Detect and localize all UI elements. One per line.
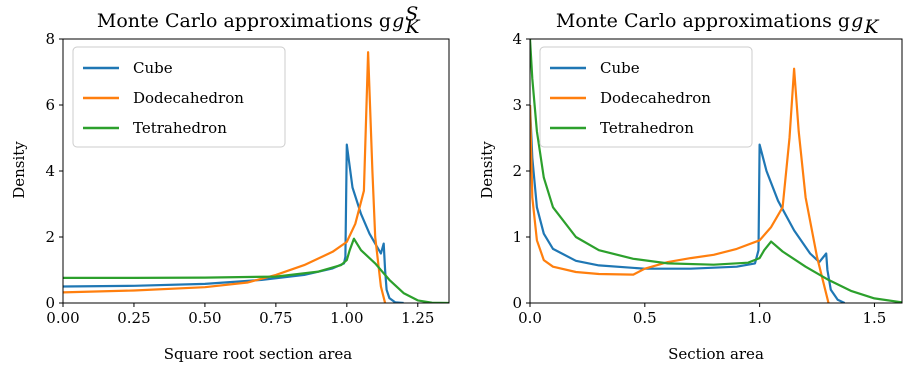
title-g-symbol: g xyxy=(392,10,404,32)
y-tick-label: 2 xyxy=(45,228,55,246)
y-axis: 0 2 4 6 8 xyxy=(45,30,63,312)
legend-label: Tetrahedron xyxy=(133,119,227,137)
legend-label: Cube xyxy=(133,59,173,77)
y-axis-label: Density xyxy=(10,141,28,199)
y-tick-label: 3 xyxy=(512,96,522,114)
y-tick-label: 8 xyxy=(45,30,55,48)
x-tick-label: 0.25 xyxy=(117,309,150,327)
y-tick-label: 2 xyxy=(512,162,522,180)
chart-title: Monte Carlo approximations g xyxy=(556,10,850,32)
legend-box xyxy=(72,46,286,148)
title-g-symbol: g xyxy=(851,10,863,32)
y-axis-label: Density xyxy=(478,141,496,199)
x-tick-label: 1.25 xyxy=(401,309,434,327)
x-tick-label: 0.0 xyxy=(518,309,542,327)
y-tick-label: 4 xyxy=(45,162,55,180)
title-subscript: K xyxy=(404,16,421,38)
series-line-dodecahedron xyxy=(530,67,830,303)
chart-left: Monte Carlo approximations g S K 0.00 0.2… xyxy=(10,3,450,363)
chart-title: Monte Carlo approximations g xyxy=(97,10,391,32)
x-tick-label: 1.00 xyxy=(330,309,363,327)
legend-label: Dodecahedron xyxy=(133,89,244,107)
chart-right: Monte Carlo approximations g K 0.0 0.5 1.0… xyxy=(478,10,903,363)
x-tick-label: 0.5 xyxy=(633,309,657,327)
title-subscript: K xyxy=(863,16,880,38)
legend-box xyxy=(539,46,753,148)
series-line-dodecahedron xyxy=(63,51,387,303)
title-superscript: S xyxy=(405,3,418,25)
y-tick-label: 4 xyxy=(512,30,522,48)
legend-label: Dodecahedron xyxy=(600,89,711,107)
y-tick-label: 6 xyxy=(45,96,55,114)
x-tick-label: 0.75 xyxy=(259,309,292,327)
x-axis-label: Square root section area xyxy=(164,345,353,363)
legend: Cube Dodecahedron Tetrahedron xyxy=(539,46,753,148)
series-line-cube xyxy=(530,104,846,303)
y-tick-label: 1 xyxy=(512,228,522,246)
x-tick-label: 0.00 xyxy=(46,309,79,327)
plot-area xyxy=(530,39,902,303)
y-tick-label: 0 xyxy=(45,294,55,312)
series-line-tetrahedron xyxy=(63,237,449,303)
legend-label: Cube xyxy=(600,59,640,77)
x-axis: 0.00 0.25 0.50 0.75 1.00 1.25 xyxy=(46,303,434,327)
x-tick-label: 0.50 xyxy=(188,309,221,327)
legend-label: Tetrahedron xyxy=(600,119,694,137)
x-axis: 0.0 0.5 1.0 1.5 xyxy=(518,303,886,327)
y-tick-label: 0 xyxy=(512,294,522,312)
y-axis: 0 1 2 3 4 xyxy=(512,30,530,312)
legend: Cube Dodecahedron Tetrahedron xyxy=(72,46,286,148)
plot-area xyxy=(63,51,449,303)
series-line-tetrahedron xyxy=(530,39,902,303)
x-tick-label: 1.0 xyxy=(748,309,772,327)
series-line-cube xyxy=(63,143,404,303)
x-axis-label: Section area xyxy=(668,345,764,363)
x-tick-label: 1.5 xyxy=(863,309,887,327)
